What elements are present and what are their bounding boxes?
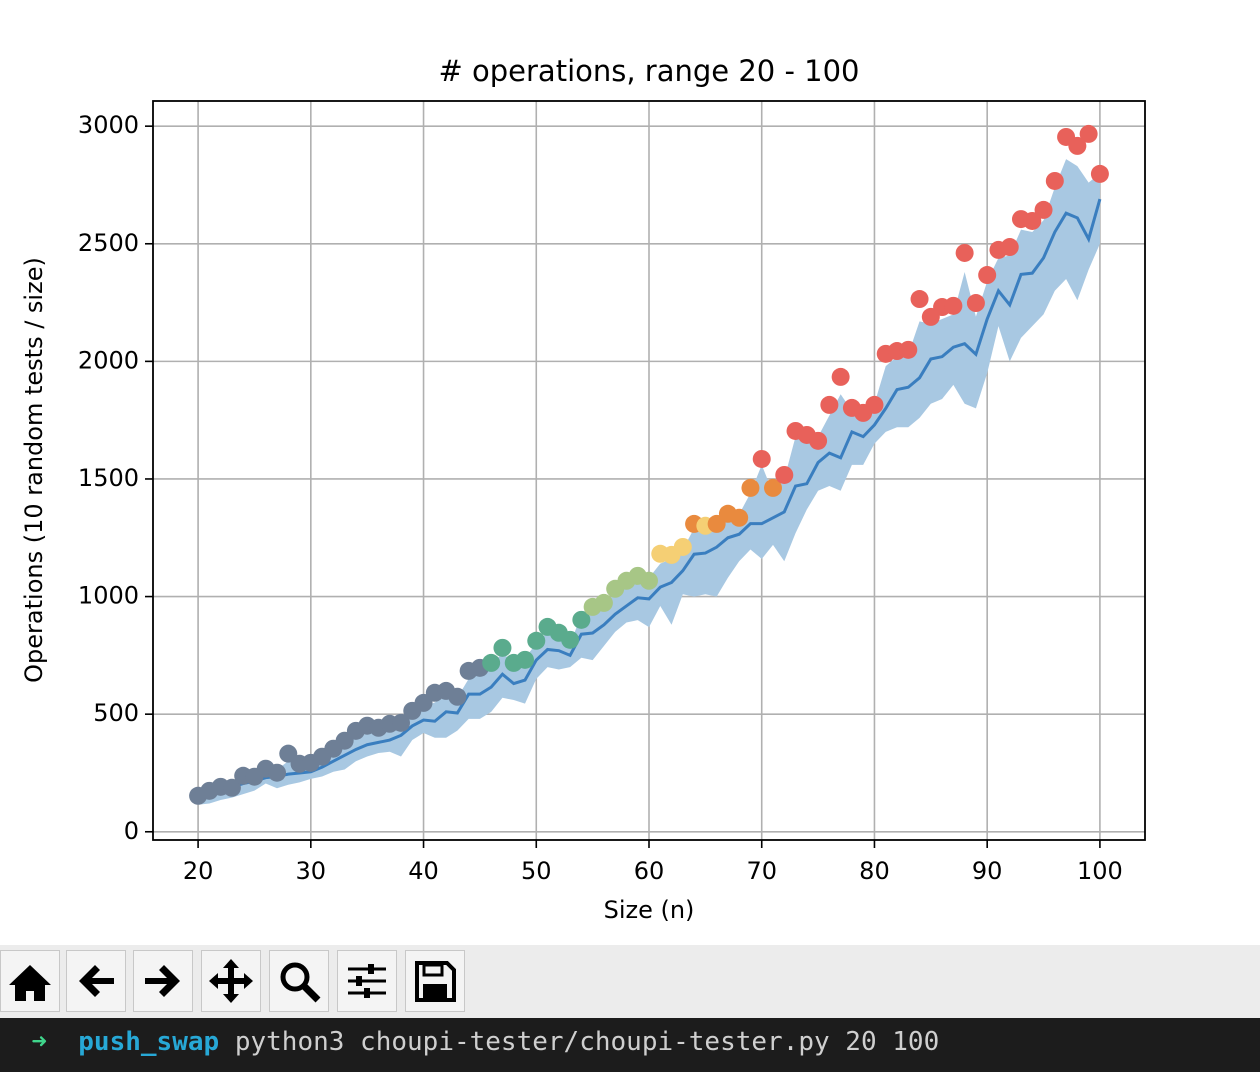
point [572,610,591,629]
y-tick-label: 3000 [78,111,139,139]
point [1045,171,1064,190]
toolbar [0,945,1260,1018]
chart-title: # operations, range 20 - 100 [439,54,860,88]
point [392,713,410,732]
x-tick-label: 60 [634,857,665,885]
point [1034,200,1053,219]
point [899,340,918,359]
prompt: ➜ [31,1027,47,1057]
point [1079,124,1098,143]
point [1023,211,1042,230]
point [561,630,580,649]
point [222,778,241,797]
y-tick-label: 500 [93,699,139,727]
mean-line [197,198,1102,798]
x-tick-label: 70 [746,857,777,885]
point [775,465,794,484]
point [865,395,884,414]
directory: push_swap [78,1027,220,1057]
x-tick-label: 50 [521,857,552,885]
point [966,294,985,313]
point [527,631,546,650]
x-axis-label: Size (n) [604,896,695,924]
forward-button[interactable] [133,950,193,1012]
x-tick-label: 90 [972,857,1003,885]
point [1000,238,1019,257]
pan-button[interactable] [201,950,261,1012]
terminal: ➜ push_swap python3 choupi-tester/choupi… [0,1018,1260,1072]
point [448,687,467,706]
point [752,449,771,468]
point [730,508,749,527]
configure-button[interactable] [337,950,397,1012]
point [910,290,929,309]
point [516,650,534,669]
point [764,478,782,497]
point [493,638,512,657]
point [482,653,501,672]
x-tick-label: 40 [408,857,439,885]
point [831,367,850,386]
point [1090,164,1109,183]
back-button[interactable] [66,950,126,1012]
point [809,431,828,450]
point [594,593,613,612]
point [741,478,760,497]
x-tick-label: 30 [296,857,327,885]
point [944,296,963,315]
point [640,571,658,590]
point [978,266,997,285]
y-tick-label: 0 [124,817,139,845]
point [673,537,692,556]
home-button[interactable] [0,950,60,1012]
y-axis-label: Operations (10 random tests / size) [20,257,48,683]
chart: # operations, range 20 - 100 Size (n) Op… [20,54,1146,924]
y-tick-label: 2500 [78,229,139,257]
zoom-button[interactable] [269,950,329,1012]
x-tick-label: 100 [1077,857,1123,885]
save-button[interactable] [405,950,465,1012]
plot-frame [152,100,1146,841]
y-tick-label: 2000 [78,346,139,374]
command: python3 choupi-tester/choupi-tester.py 2… [234,1027,940,1057]
x-tick-label: 80 [859,857,890,885]
y-tick-label: 1000 [78,582,139,610]
x-tick-label: 20 [183,857,214,885]
y-tick-label: 1500 [78,464,139,492]
point [955,243,974,262]
point [268,763,286,782]
point [820,395,839,414]
point [1068,136,1087,155]
